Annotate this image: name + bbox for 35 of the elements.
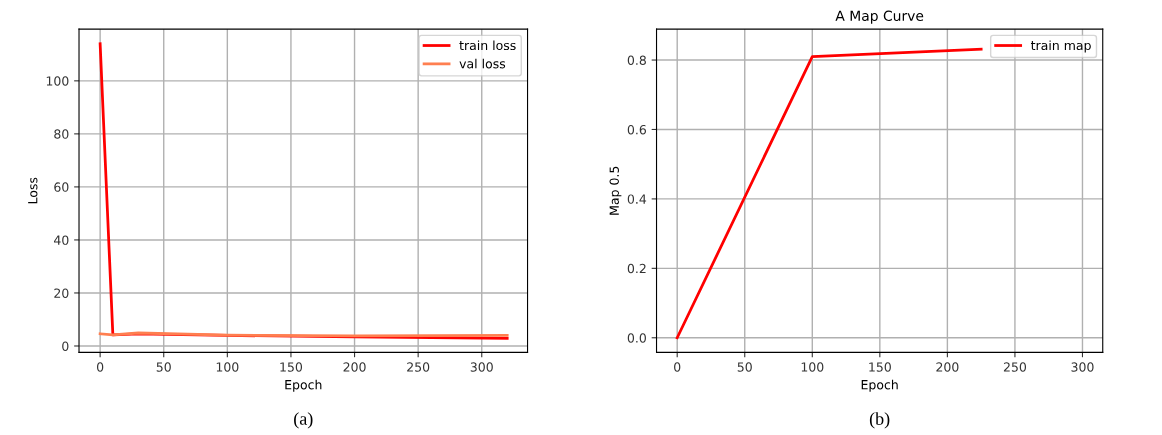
- x-tick-label: 200: [343, 362, 366, 372]
- y-tick-label: 0.2: [627, 263, 646, 274]
- x-tick-label: 0: [96, 362, 104, 372]
- legend-label: train map: [1030, 40, 1091, 53]
- y-tick-label: 0.6: [627, 124, 647, 135]
- x-tick-label: 50: [156, 362, 171, 372]
- x-tick-label: 250: [407, 362, 430, 372]
- y-tick-label: 80: [54, 129, 69, 139]
- x-axis-title: Epoch: [861, 379, 898, 392]
- x-tick-label: 50: [737, 362, 752, 372]
- y-tick-label: 0.8: [627, 55, 646, 65]
- y-axis-title: Map 0.5: [609, 166, 622, 215]
- y-tick-label: 60: [54, 182, 69, 192]
- y-tick-label: 0.0: [627, 333, 646, 343]
- legend-label: val loss: [459, 58, 506, 69]
- x-axis-title: Epoch: [285, 379, 322, 392]
- y-tick-label: 40: [54, 235, 69, 245]
- x-tick-label: 250: [1003, 362, 1027, 372]
- y-tick-label: 100: [46, 76, 69, 86]
- x-tick-label: 200: [936, 362, 959, 372]
- x-tick-label: 0: [674, 362, 681, 372]
- legend-label: train loss: [459, 40, 516, 51]
- x-tick-label: 100: [216, 362, 239, 372]
- chart-title: A Map Curve: [835, 10, 924, 24]
- x-tick-label: 300: [1071, 362, 1094, 372]
- x-tick-label: 150: [280, 362, 303, 372]
- x-tick-label: 100: [801, 362, 824, 372]
- y-tick-label: 0.4: [627, 194, 647, 204]
- x-tick-label: 300: [470, 362, 493, 372]
- x-tick-label: 150: [869, 362, 891, 372]
- y-tick-label: 0: [62, 341, 69, 351]
- y-axis-title: Loss: [28, 177, 38, 204]
- y-tick-label: 20: [54, 288, 69, 298]
- text: (a): [294, 412, 313, 429]
- text: (b): [869, 412, 890, 429]
